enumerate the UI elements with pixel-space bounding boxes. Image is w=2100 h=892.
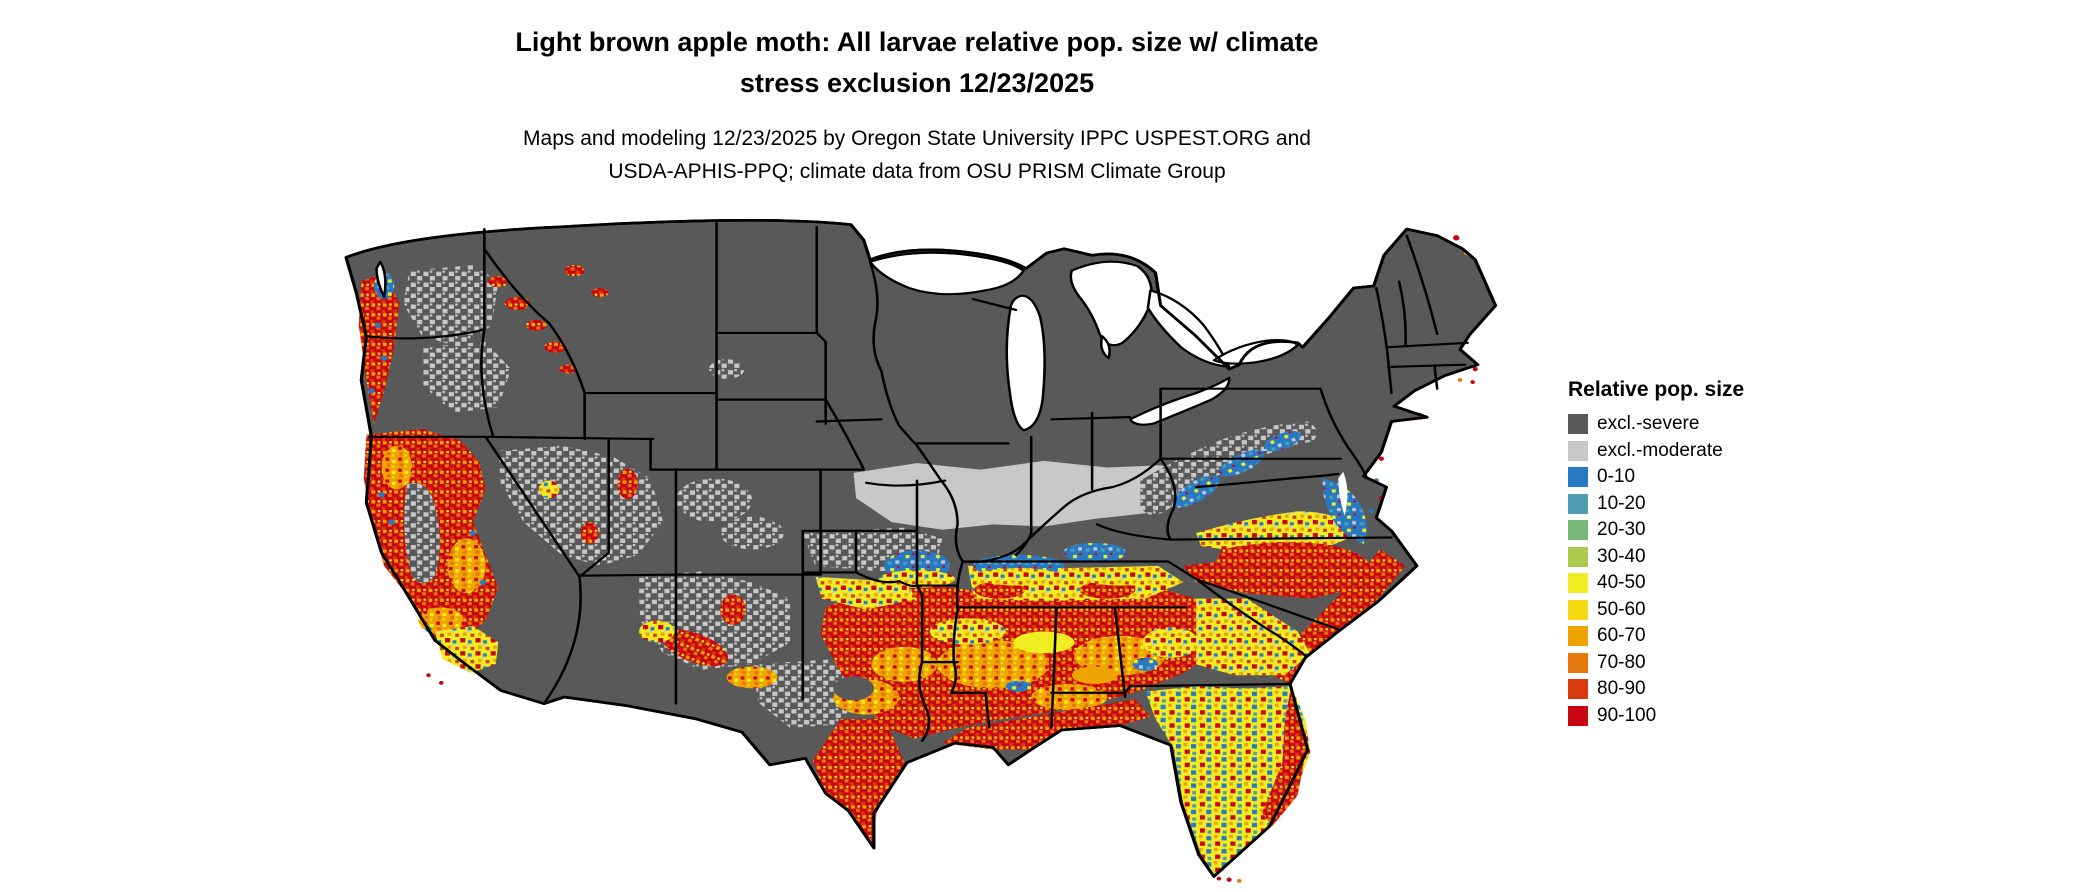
- legend-swatch-excl-severe: [1568, 414, 1588, 435]
- legend-label: 10-20: [1597, 492, 1646, 514]
- legend-item: 70-80: [1568, 650, 1744, 677]
- great-lakes: [375, 251, 1348, 516]
- legend-label: excl.-severe: [1597, 413, 1700, 435]
- legend-item: excl.-moderate: [1568, 438, 1744, 465]
- legend-swatch-0-10: [1568, 467, 1588, 488]
- legend-label: 0-10: [1597, 466, 1636, 488]
- legend-item: 30-40: [1568, 544, 1744, 571]
- legend-swatch-80-90: [1568, 679, 1588, 700]
- lake-erie: [1128, 376, 1231, 426]
- legend-swatch-50-60: [1568, 599, 1588, 620]
- legend-item: 60-70: [1568, 623, 1744, 650]
- map-title-line2: stress exclusion 12/23/2025: [739, 68, 1095, 98]
- legend-swatch-70-80: [1568, 652, 1588, 673]
- legend-item: 80-90: [1568, 676, 1744, 703]
- legend-swatch-10-20: [1568, 493, 1588, 514]
- puget-sound: [375, 260, 387, 298]
- legend-label: 60-70: [1597, 625, 1646, 647]
- legend: Relative pop. size excl.-severe excl.-mo…: [1568, 378, 1744, 729]
- us-border-outline: [344, 219, 1498, 878]
- legend-item: 20-30: [1568, 517, 1744, 544]
- legend-item: 10-20: [1568, 491, 1744, 518]
- legend-title: Relative pop. size: [1568, 378, 1745, 401]
- chesapeake-bay: [1338, 471, 1348, 516]
- map-title-line1: Light brown apple moth: All larvae relat…: [515, 27, 1319, 57]
- lake-huron: [1069, 260, 1153, 347]
- legend-label: 30-40: [1597, 545, 1646, 567]
- legend-item: excl.-severe: [1568, 411, 1744, 438]
- lake-superior: [868, 251, 1025, 296]
- legend-item: 50-60: [1568, 597, 1744, 624]
- saginaw-bay: [1099, 335, 1111, 360]
- state-borders: [365, 221, 1469, 742]
- map-subtitle-line1: Maps and modeling 12/23/2025 by Oregon S…: [523, 127, 1311, 150]
- us-map-svg: [344, 219, 1498, 883]
- legend-item: 90-100: [1568, 703, 1744, 730]
- legend-swatch-excl-moderate: [1568, 440, 1588, 461]
- legend-label: excl.-moderate: [1597, 439, 1723, 461]
- legend-label: 90-100: [1597, 704, 1657, 726]
- legend-swatch-20-30: [1568, 520, 1588, 541]
- legend-item: 40-50: [1568, 570, 1744, 597]
- legend-label: 40-50: [1597, 572, 1646, 594]
- map-title: Light brown apple moth: All larvae relat…: [0, 22, 1834, 104]
- legend-swatch-40-50: [1568, 573, 1588, 594]
- legend-swatch-30-40: [1568, 546, 1588, 567]
- legend-label: 50-60: [1597, 598, 1646, 620]
- legend-label: 80-90: [1597, 678, 1646, 700]
- legend-swatch-60-70: [1568, 626, 1588, 647]
- legend-label: 20-30: [1597, 519, 1646, 541]
- legend-label: 70-80: [1597, 651, 1646, 673]
- map-subtitle: Maps and modeling 12/23/2025 by Oregon S…: [0, 122, 1834, 188]
- us-map: [308, 205, 1526, 883]
- lake-michigan: [1005, 294, 1046, 432]
- legend-swatch-90-100: [1568, 705, 1588, 726]
- map-subtitle-line2: USDA-APHIS-PPQ; climate data from OSU PR…: [608, 160, 1226, 183]
- legend-item: 0-10: [1568, 464, 1744, 491]
